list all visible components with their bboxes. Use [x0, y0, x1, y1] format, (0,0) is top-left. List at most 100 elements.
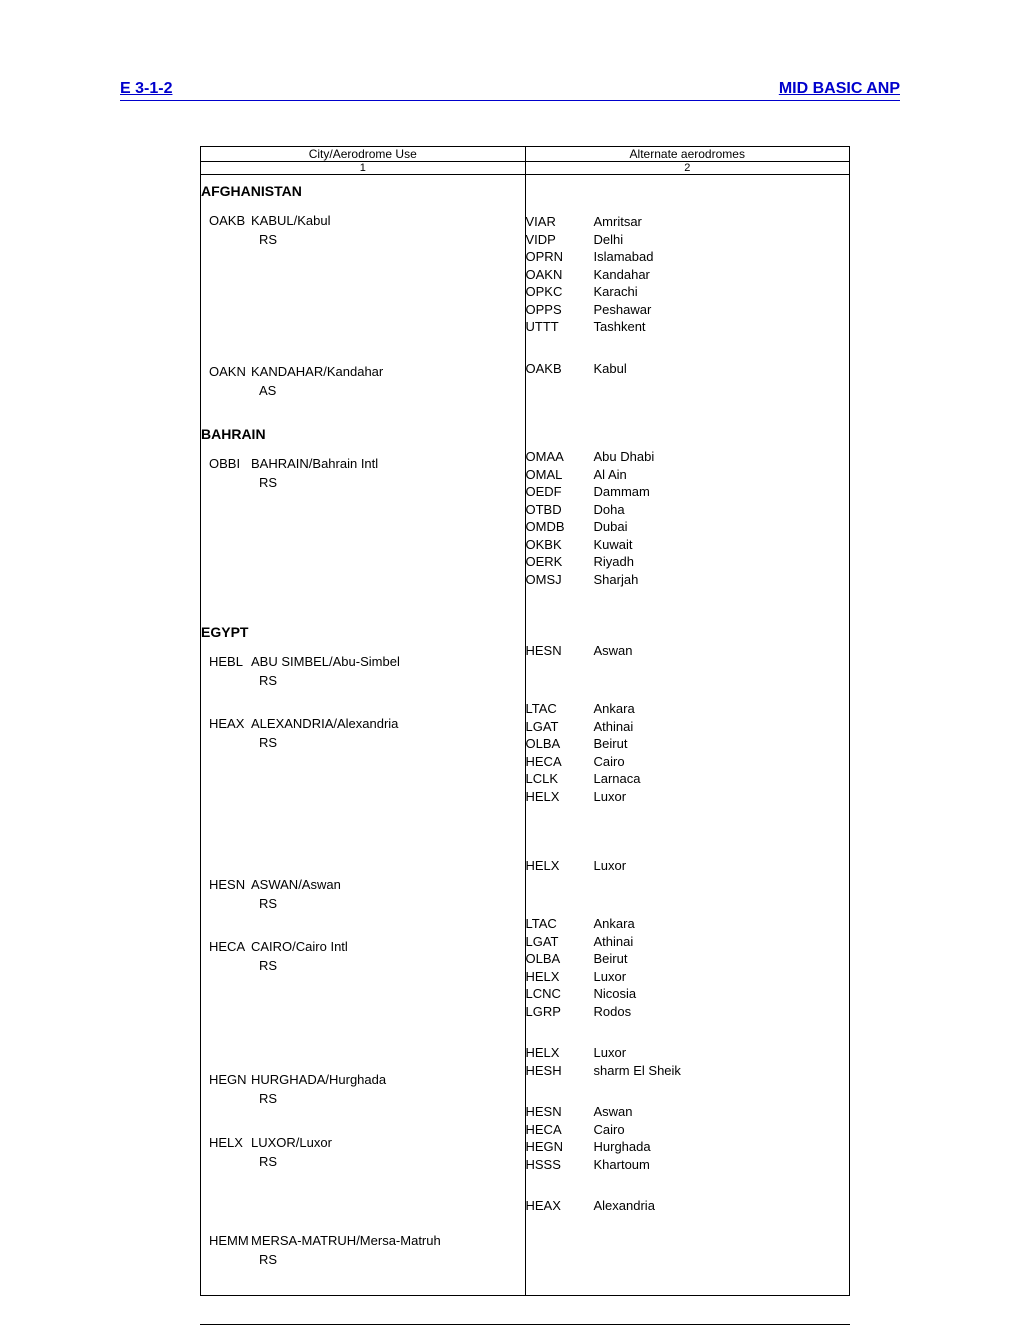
alternate-name: Karachi — [594, 283, 850, 301]
alternate-code: OMDB — [526, 518, 594, 536]
alternate-name: Kuwait — [594, 536, 850, 554]
alternate-code: LGAT — [526, 718, 594, 736]
alternate-row: HELXLuxor — [526, 1044, 850, 1062]
alternate-name: Al Ain — [594, 466, 850, 484]
alternate-row: LGATAthinai — [526, 933, 850, 951]
country-header-spacer — [526, 418, 850, 434]
aerodrome-name: HURGHADA/Hurghada — [251, 1072, 525, 1087]
alternate-row: LTACAnkara — [526, 700, 850, 718]
alternate-code: LCLK — [526, 770, 594, 788]
aerodrome-use: RS — [201, 475, 525, 490]
alternate-row: HELXLuxor — [526, 857, 850, 875]
country-header: AFGHANISTAN — [201, 183, 525, 199]
alternate-row: HEGNHurghada — [526, 1138, 850, 1156]
aerodrome-code: OBBI — [201, 456, 251, 471]
aerodrome-name: KABUL/Kabul — [251, 213, 525, 228]
alternate-row: HECACairo — [526, 753, 850, 771]
country-header: EGYPT — [201, 624, 525, 640]
header-page-code: E 3-1-2 — [120, 80, 172, 98]
alternate-code: HESN — [526, 642, 594, 660]
aerodrome-entry: HEGNHURGHADA/HurghadaRS — [201, 1072, 525, 1117]
aerodrome-name: MERSA-MATRUH/Mersa-Matruh — [251, 1233, 525, 1248]
alternate-block: OMAAAbu DhabiOMALAl AinOEDFDammamOTBDDoh… — [526, 448, 850, 598]
alternate-code: LCNC — [526, 985, 594, 1003]
alternate-row: OPRNIslamabad — [526, 248, 850, 266]
aerodrome-name: KANDAHAR/Kandahar — [251, 364, 525, 379]
aerodrome-use: RS — [201, 958, 525, 973]
alternate-row: LTACAnkara — [526, 915, 850, 933]
aerodrome-name: LUXOR/Luxor — [251, 1135, 525, 1150]
alternate-row: OMDBDubai — [526, 518, 850, 536]
alternate-code: OMAA — [526, 448, 594, 466]
alternate-code: OPKC — [526, 283, 594, 301]
alternate-row: OERKRiyadh — [526, 553, 850, 571]
aerodrome-entry: OAKBKABUL/Kabul RS — [201, 213, 525, 346]
alternate-row: HESNAswan — [526, 1103, 850, 1121]
alternate-name: Beirut — [594, 735, 850, 753]
alternate-name: Rodos — [594, 1003, 850, 1021]
alternate-row: OMALAl Ain — [526, 466, 850, 484]
aerodrome-code: HEAX — [201, 716, 251, 731]
alternate-row: HSSSKhartoum — [526, 1156, 850, 1174]
aerodrome-use: RS — [201, 232, 525, 247]
aerodrome-code: OAKB — [201, 213, 251, 228]
alternate-block: HELXLuxorHESHsharm El Sheik — [526, 1044, 850, 1089]
aerodrome-code: OAKN — [201, 364, 251, 379]
header-doc-title: MID BASIC ANP — [779, 80, 900, 98]
aerodrome-code: HEMM — [201, 1233, 251, 1248]
alternate-code: HSSS — [526, 1156, 594, 1174]
alternate-name: Peshawar — [594, 301, 850, 319]
aerodrome-entry: OBBIBAHRAIN/Bahrain IntlRS — [201, 456, 525, 606]
alternate-code: VIDP — [526, 231, 594, 249]
col-header-2: Alternate aerodromes — [525, 147, 850, 162]
alternate-row: OAKBKabul — [526, 360, 850, 378]
aerodrome-use: RS — [201, 896, 525, 911]
alternate-row: HECACairo — [526, 1121, 850, 1139]
col-num-2: 2 — [525, 162, 850, 175]
alternate-row: OLBABeirut — [526, 735, 850, 753]
alternate-code: HECA — [526, 753, 594, 771]
alternate-row: HELXLuxor — [526, 788, 850, 806]
aerodrome-use: RS — [201, 1252, 525, 1267]
alternate-name: Cairo — [594, 753, 850, 771]
aerodrome-use: RS — [201, 673, 525, 688]
alternate-name: Aswan — [594, 1103, 850, 1121]
alternate-name: Abu Dhabi — [594, 448, 850, 466]
aerodrome-code: HEGN — [201, 1072, 251, 1087]
aerodrome-table: City/Aerodrome Use Alternate aerodromes … — [200, 146, 850, 1296]
alternate-code: LGRP — [526, 1003, 594, 1021]
alternate-name: Kandahar — [594, 266, 850, 284]
aerodrome-entry: HECACAIRO/Cairo Intl RS — [201, 939, 525, 1054]
alternate-name: Aswan — [594, 642, 850, 660]
alternate-name: Luxor — [594, 968, 850, 986]
country-header-spacer — [526, 612, 850, 628]
aerodrome-use: RS — [201, 1154, 525, 1169]
alternate-code: HELX — [526, 1044, 594, 1062]
alternate-block: HESNAswan — [526, 642, 850, 686]
alternate-name: sharm El Sheik — [594, 1062, 850, 1080]
table-body-row: AFGHANISTAN OAKBKABUL/Kabul RS OAKNKANDAHAR… — [201, 175, 850, 1296]
alternate-row: OMSJSharjah — [526, 571, 850, 589]
alternate-block: HEAXAlexandria — [526, 1197, 850, 1241]
alternate-code: HEAX — [526, 1197, 594, 1215]
alternate-name: Athinai — [594, 933, 850, 951]
country-header-spacer — [526, 183, 850, 199]
alternate-block: OAKBKabul — [526, 360, 850, 404]
aerodrome-name: CAIRO/Cairo Intl — [251, 939, 525, 954]
alternate-code: OPRN — [526, 248, 594, 266]
alternate-code: HESN — [526, 1103, 594, 1121]
aerodrome-code: HECA — [201, 939, 251, 954]
alternate-row: VIDPDelhi — [526, 231, 850, 249]
aerodrome-use: AS — [201, 383, 525, 398]
alternate-code: OMAL — [526, 466, 594, 484]
alternate-row: OMAAAbu Dhabi — [526, 448, 850, 466]
alternate-block: LTACAnkaraLGATAthinaiOLBABeirutHELXLuxor… — [526, 915, 850, 1030]
alternate-code: LGAT — [526, 933, 594, 951]
alternate-name: Cairo — [594, 1121, 850, 1139]
alternate-row: HEAXAlexandria — [526, 1197, 850, 1215]
alternate-code: OTBD — [526, 501, 594, 519]
alternate-code: OMSJ — [526, 571, 594, 589]
alternate-block: LTACAnkaraLGATAthinaiOLBABeirutHECACairo… — [526, 700, 850, 843]
city-aerodrome-cell: AFGHANISTAN OAKBKABUL/Kabul RS OAKNKANDAHAR… — [201, 175, 526, 1296]
alternate-name: Delhi — [594, 231, 850, 249]
